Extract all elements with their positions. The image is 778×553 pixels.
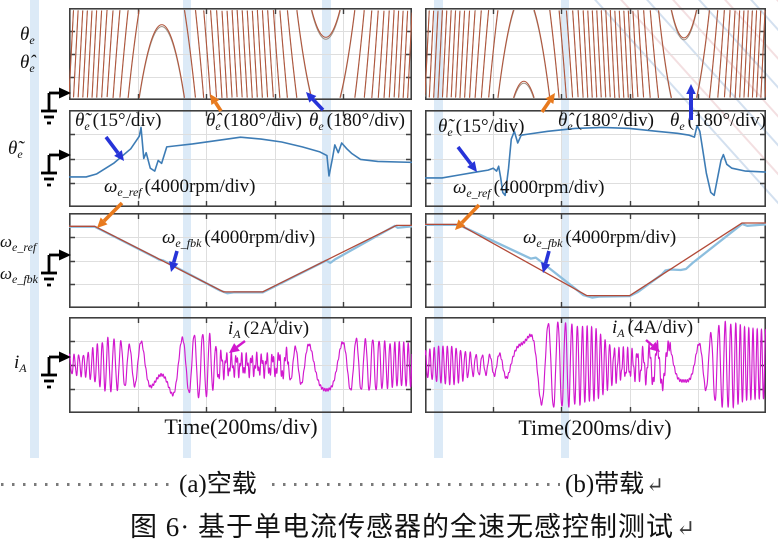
space-dots-leader [1,483,173,486]
label-symbol: ω [104,176,118,197]
label-theta-scale-a: θe (180°/div) [309,110,405,134]
label-scale: (180°/div) [687,110,766,131]
label-symbol: θ [670,110,680,131]
axis-label-theta-err: θ̃e [8,138,23,162]
label-subscript: e [84,119,90,133]
waveform-panel-theta-error-a [69,110,412,207]
label-subscript: e [29,33,35,47]
waveform-panel-theta-error-b [425,110,766,207]
label-subscript: A [233,327,241,341]
label-subscript: A [617,326,625,340]
return-mark: ↵ [646,473,664,497]
axis-label-omega-ref: ωe_ref [0,232,36,255]
label-subscript: e [215,119,221,133]
label-symbol: ω [0,232,13,251]
label-scale: (2A/div) [243,318,310,339]
label-scale: (180°/div) [223,110,302,131]
label-scale: (180°/div) [575,110,654,131]
waveform-panel-theta-b [425,8,766,100]
label-scale: (4A/div) [627,317,694,338]
label-theta-hat-scale-b: θ̂e (180°/div) [558,110,654,134]
label-theta-scale-b: θe (180°/div) [670,110,766,134]
label-symbol: θ̃ [438,116,448,137]
label-theta-err-scale-a: θ̃e (15°/div) [75,110,161,134]
label-symbol: θ̃ [8,138,18,159]
guide-band [30,0,39,458]
waveform-panel-theta-a [69,8,412,100]
x-axis-label-a: Time(200ms/div) [164,414,318,439]
label-scale: (15°/div) [455,116,525,137]
label-subscript: e_fbk [175,236,202,250]
label-scale: (4000rpm/div) [565,227,677,248]
subcaption-b-text: (b)带载 [565,471,645,498]
label-subscript: e [17,147,23,161]
figure-caption-text: 图 6· 基于单电流传感器的全速无感控制测试 [130,512,674,542]
label-subscript: e [679,119,685,133]
ground-symbol [41,149,71,187]
label-scale: (4000rpm/div) [204,227,316,248]
axis-label-omega-fbk: ωe_fbk [0,264,38,287]
ground-symbol [41,249,71,287]
label-omega-fbk-scale-b: ωe_fbk (4000rpm/div) [523,227,676,251]
label-subscript: e [567,119,573,133]
label-omega-fbk-scale-a: ωe_fbk (4000rpm/div) [162,227,315,251]
label-theta-hat-scale-a: θ̂e (180°/div) [206,110,302,134]
label-subscript: e [318,119,324,133]
label-symbol: ω [523,227,537,248]
label-symbol: ω [162,227,176,248]
label-symbol: ω [0,264,13,283]
label-symbol: i [228,318,234,339]
label-subscript: e [29,61,35,75]
ground-symbol [41,87,71,125]
subcaption-a: (a)空载 [179,471,257,498]
label-subscript: e_fbk [12,272,39,286]
label-symbol: θ [309,110,319,131]
label-symbol: θ̃ [75,110,85,131]
label-symbol: θ [20,24,30,45]
return-mark: ↵ [676,516,697,541]
label-omega-ref-scale-b: ωe_ref (4000rpm/div) [453,177,604,201]
label-subscript: e [447,125,453,139]
label-scale: (4000rpm/div) [493,177,605,198]
ground-symbol [41,351,71,389]
axis-label-theta-hat: θ̂e [20,52,35,76]
waveform-panel-current-a [69,317,412,413]
label-symbol: θ̂ [20,52,30,73]
axis-label-theta: θe [20,24,35,48]
waveform-panel-current-b [425,317,766,413]
label-symbol: ω [453,177,467,198]
label-scale: (4000rpm/div) [144,176,256,197]
space-dots-leader [272,483,560,486]
label-theta-err-scale-b: θ̃e (15°/div) [438,116,524,140]
label-subscript: e_fbk [536,236,563,250]
label-current-scale-b: iA (4A/div) [612,317,693,341]
label-omega-ref-scale-a: ωe_ref (4000rpm/div) [104,176,255,200]
axis-label-current: iA [14,352,27,376]
label-subscript: e_ref [117,185,142,199]
label-scale: (15°/div) [92,110,162,131]
waveform-panel-speed-b [425,213,766,308]
label-symbol: θ̂ [206,110,216,131]
waveform-panel-speed-a [69,213,412,308]
label-subscript: e_ref [466,186,491,200]
label-current-scale-a: iA (2A/div) [228,318,309,342]
label-scale: (180°/div) [326,110,405,131]
label-symbol: θ̂ [558,110,568,131]
subcaption-b: (b)带载↵ [565,464,664,500]
label-subscript: e_ref [12,240,37,254]
label-symbol: i [14,352,20,373]
x-axis-label-b: Time(200ms/div) [518,415,672,440]
figure-caption: 图 6· 基于单电流传感器的全速无感控制测试↵ [130,505,696,544]
label-symbol: i [612,317,618,338]
label-subscript: A [19,361,27,375]
